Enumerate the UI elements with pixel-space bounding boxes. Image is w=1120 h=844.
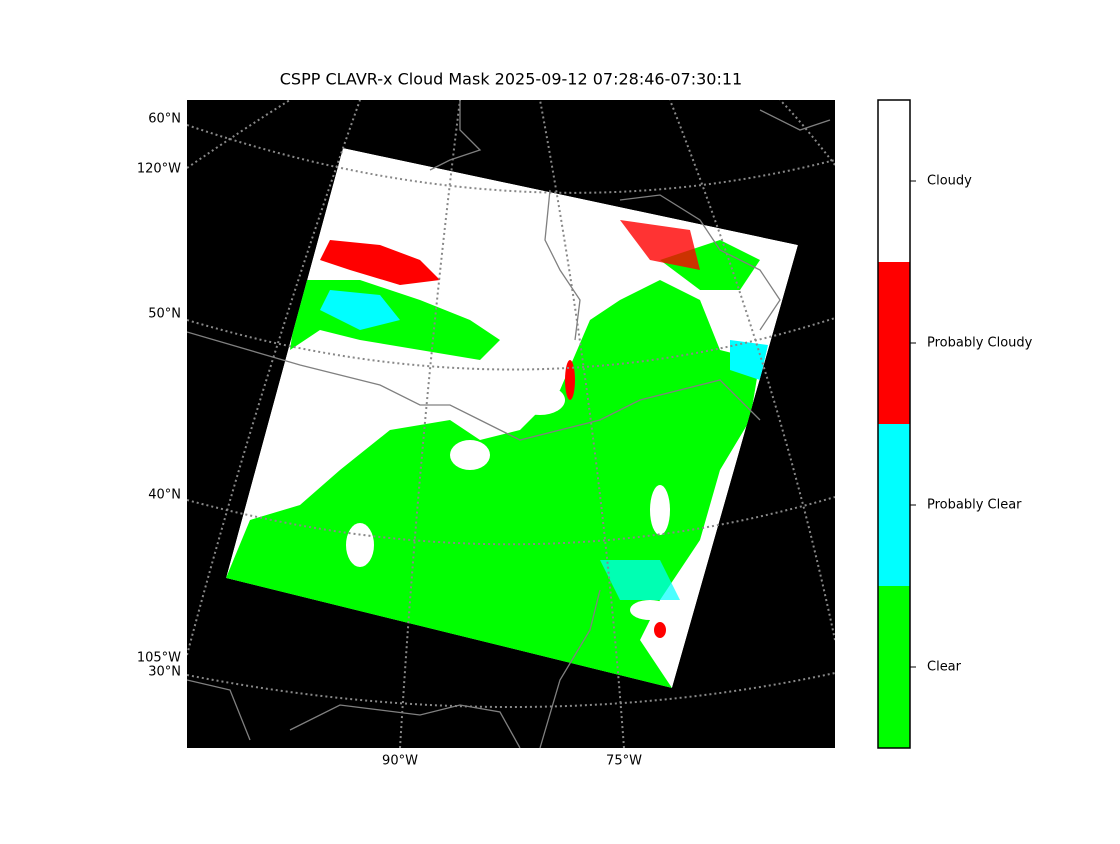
colorbar-frame [877,99,911,749]
colorbar-segment [878,262,910,424]
colorbar-label: Probably Clear [927,498,1022,513]
lon-label: 120°W [137,162,181,177]
lon-label: 75°W [606,754,642,769]
colorbar-label: Clear [927,660,962,675]
cloud-mask-swath [226,148,798,688]
lat-label: 60°N [148,112,181,127]
lat-label: 30°N [148,665,181,680]
colorbar: Clear Probably Clear Probably Cloudy Cloudy [877,99,1033,749]
colorbar-segment [878,586,910,748]
lon-label: 90°W [382,754,418,769]
map [187,100,835,748]
colorbar-segment [878,424,910,586]
lat-label: 40°N [148,488,181,503]
lat-label: 50°N [148,307,181,322]
colorbar-label: Cloudy [927,174,972,189]
colorbar-label: Probably Cloudy [927,336,1033,351]
title: CSPP CLAVR-x Cloud Mask 2025-09-12 07:28… [280,70,742,89]
map-labels: 60°N 120°W 50°N 40°N 105°W 30°N 90°W 75°… [137,112,642,769]
colorbar-segment [878,100,910,262]
lon-label: 105°W [137,651,181,666]
